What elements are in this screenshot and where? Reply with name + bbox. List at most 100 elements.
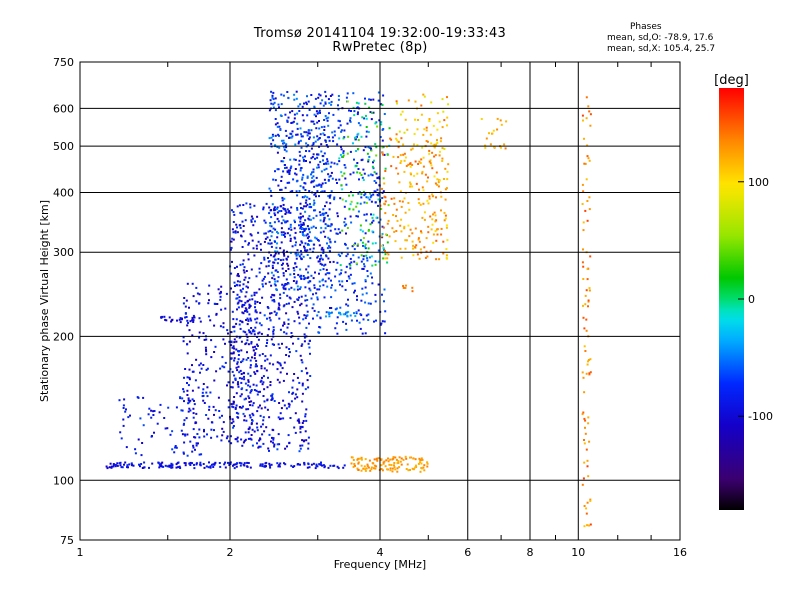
scatter-point — [156, 422, 159, 425]
scatter-point — [242, 283, 245, 286]
scatter-point — [147, 413, 150, 416]
scatter-point — [166, 427, 169, 430]
scatter-point — [336, 232, 339, 235]
scatter-point — [364, 332, 367, 335]
scatter-point — [405, 165, 408, 167]
scatter-point — [309, 161, 311, 164]
scatter-point — [369, 272, 372, 275]
scatter-point — [389, 137, 392, 140]
scatter-point — [243, 375, 245, 378]
scatter-point — [349, 273, 352, 276]
scatter-point — [232, 381, 235, 384]
scatter-point — [307, 281, 310, 284]
scatter-point — [266, 236, 269, 239]
scatter-point — [313, 106, 316, 109]
scatter-point — [402, 286, 405, 289]
scatter-point — [426, 180, 429, 183]
scatter-point — [119, 431, 122, 434]
scatter-point — [421, 216, 424, 219]
scatter-point — [240, 361, 243, 364]
scatter-point — [253, 254, 256, 257]
scatter-point — [273, 206, 276, 209]
scatter-point — [246, 461, 249, 464]
scatter-point — [266, 339, 269, 342]
scatter-point — [423, 469, 426, 472]
scatter-point — [286, 170, 289, 173]
scatter-point — [336, 316, 339, 319]
scatter-point — [353, 248, 356, 251]
scatter-point — [369, 192, 372, 195]
scatter-point — [181, 397, 184, 400]
colorbar-tick-label: 100 — [748, 176, 769, 189]
scatter-point — [328, 175, 331, 178]
scatter-point — [398, 130, 401, 133]
scatter-point — [251, 404, 254, 407]
scatter-point — [199, 362, 202, 365]
scatter-point — [317, 311, 320, 313]
scatter-point — [338, 178, 341, 181]
scatter-point — [383, 248, 385, 251]
scatter-point — [433, 145, 436, 148]
scatter-point — [232, 291, 235, 293]
scatter-point — [431, 193, 434, 196]
scatter-point — [272, 274, 275, 277]
scatter-point — [273, 400, 276, 402]
scatter-point — [266, 358, 269, 361]
scatter-point — [200, 453, 203, 456]
scatter-point — [295, 254, 298, 257]
scatter-point — [132, 464, 135, 467]
scatter-point — [255, 363, 258, 366]
scatter-point — [319, 160, 322, 163]
scatter-point — [294, 431, 297, 434]
scatter-point — [263, 314, 266, 317]
scatter-point — [312, 203, 315, 206]
scatter-point — [137, 438, 140, 441]
scatter-point — [386, 252, 388, 254]
scatter-point — [263, 367, 266, 370]
scatter-point — [298, 316, 301, 319]
scatter-point — [249, 366, 252, 369]
scatter-point — [270, 136, 273, 139]
scatter-point — [301, 178, 304, 181]
scatter-point — [195, 358, 198, 361]
scatter-point — [270, 216, 273, 219]
scatter-point — [359, 239, 362, 242]
scatter-point — [589, 498, 592, 501]
scatter-point — [233, 347, 236, 350]
scatter-point — [484, 144, 487, 147]
scatter-point — [298, 163, 301, 166]
scatter-point — [208, 405, 211, 408]
scatter-point — [418, 457, 421, 460]
scatter-point — [400, 160, 403, 163]
scatter-point — [254, 220, 256, 223]
scatter-point — [342, 313, 345, 316]
scatter-point — [381, 146, 384, 149]
scatter-point — [313, 193, 316, 196]
scatter-point — [285, 312, 288, 315]
scatter-point — [381, 197, 384, 199]
scatter-point — [170, 466, 173, 469]
scatter-point — [430, 142, 433, 145]
scatter-point — [372, 219, 375, 222]
scatter-point — [325, 211, 328, 214]
scatter-point — [223, 463, 226, 466]
scatter-point — [202, 399, 205, 402]
scatter-point — [496, 128, 499, 131]
scatter-point — [109, 462, 112, 465]
scatter-point — [236, 361, 239, 364]
scatter-point — [409, 162, 412, 165]
scatter-point — [329, 246, 332, 249]
scatter-point — [371, 242, 374, 245]
scatter-point — [287, 264, 290, 267]
scatter-point — [377, 91, 380, 94]
scatter-point — [195, 444, 198, 447]
scatter-point — [339, 231, 342, 234]
scatter-point — [207, 417, 210, 420]
scatter-point — [182, 388, 185, 391]
scatter-point — [296, 194, 299, 197]
scatter-point — [289, 226, 292, 229]
scatter-point — [284, 113, 287, 116]
scatter-point — [301, 241, 304, 244]
scatter-point — [160, 465, 163, 468]
scatter-point — [296, 122, 299, 125]
